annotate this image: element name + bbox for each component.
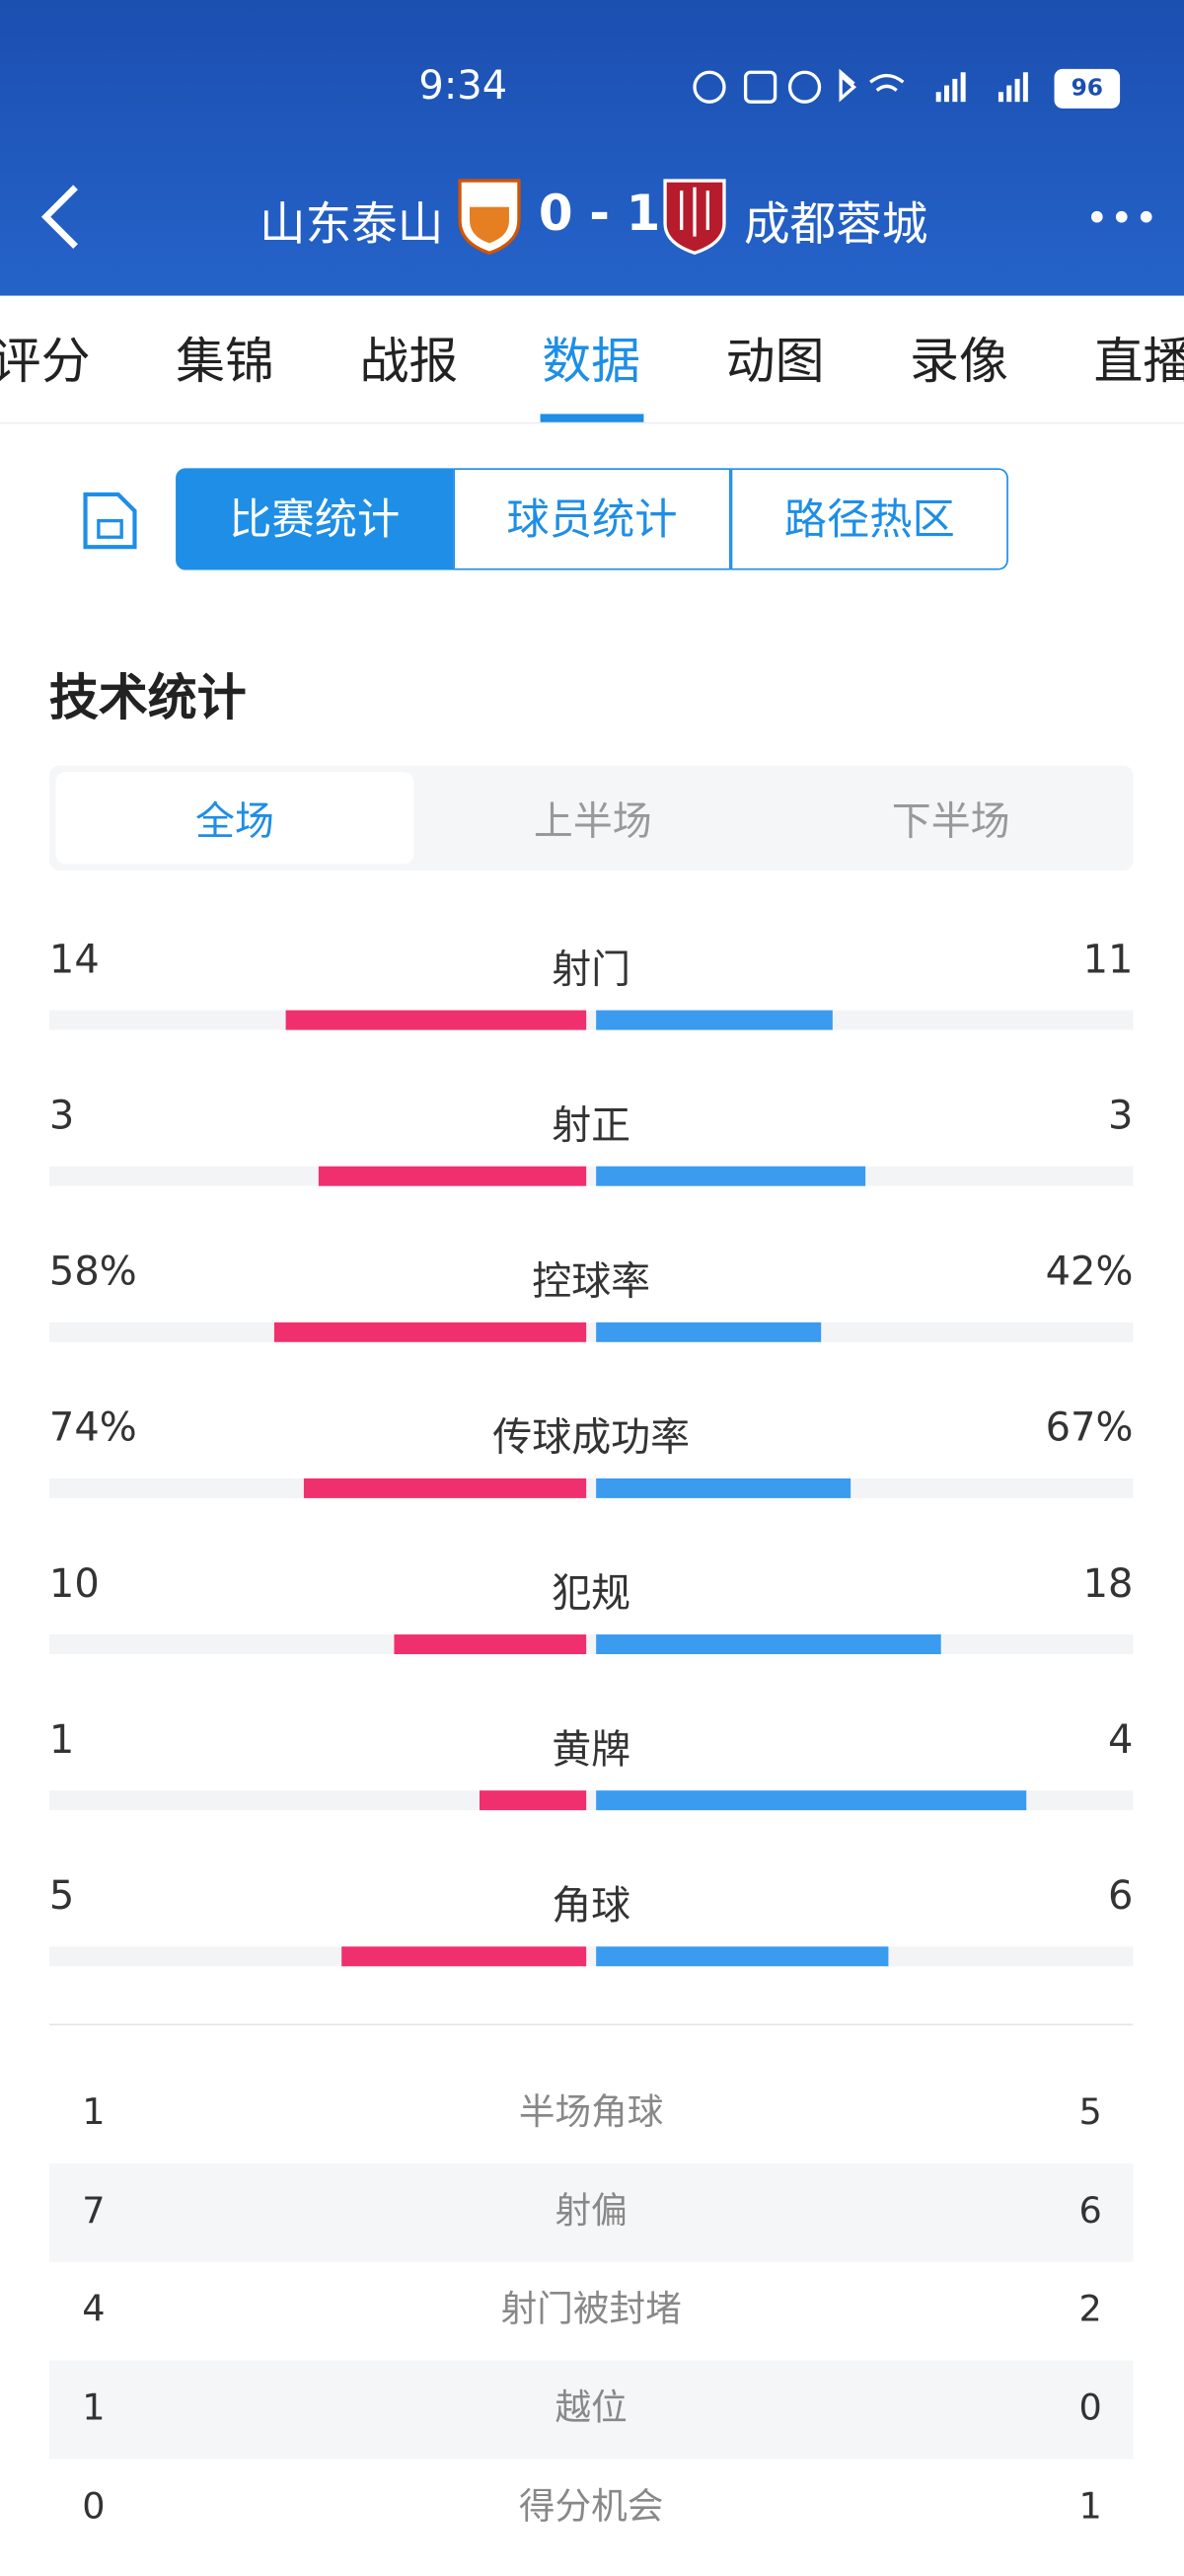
stat-home: 14: [48, 936, 100, 983]
table-row: [48, 2360, 1134, 2460]
segment[interactable]: 球员统计: [453, 468, 731, 570]
stat-home: 5: [48, 1872, 75, 1919]
half-tab[interactable]: 全场: [195, 797, 274, 845]
tab[interactable]: 评分: [0, 333, 91, 392]
segment[interactable]: 路径热区: [730, 468, 1008, 570]
bar-home: [304, 1477, 587, 1498]
row-label: 得分机会: [518, 2486, 664, 2529]
stat-home: 74%: [48, 1404, 137, 1451]
clock: 9:34: [418, 62, 508, 109]
stat-label: 犯规: [552, 1570, 631, 1617]
row-away: 5: [1078, 2092, 1102, 2135]
bar-track: [48, 1166, 1134, 1186]
header: [0, 0, 1184, 296]
stat-away: 18: [1082, 1560, 1134, 1607]
divider: [48, 2023, 1134, 2026]
tab[interactable]: 动图: [725, 333, 825, 392]
away-logo: [663, 179, 726, 256]
stat-home: 58%: [48, 1248, 137, 1295]
row-home: 1: [82, 2092, 106, 2135]
table-row: [48, 2459, 1134, 2558]
section-title: 技术统计: [48, 670, 247, 728]
half-tab[interactable]: 下半场: [891, 797, 1010, 845]
stat-label: 黄牌: [552, 1726, 631, 1773]
home-logo: [458, 179, 521, 256]
bar-home: [479, 1790, 587, 1811]
away-score: 1: [626, 186, 661, 244]
tab-divider: [0, 421, 1184, 424]
bar-home: [274, 1322, 587, 1342]
status-icons: [693, 68, 1028, 104]
bar-away: [596, 1790, 1026, 1811]
stat-home: 10: [48, 1560, 100, 1607]
tab-indicator: [540, 414, 644, 422]
bar-away: [596, 1634, 942, 1655]
home-team[interactable]: 山东泰山: [259, 196, 444, 252]
row-label: 射偏: [555, 2191, 628, 2233]
bar-home: [318, 1166, 587, 1186]
stat-label: 控球率: [532, 1257, 651, 1305]
bar-home: [394, 1634, 587, 1655]
half-tab[interactable]: 上半场: [533, 797, 652, 845]
bar-track: [48, 1634, 1134, 1655]
home-score: 0: [538, 186, 573, 244]
stat-away: 11: [1082, 936, 1134, 983]
bar-track: [48, 1477, 1134, 1498]
back-button[interactable]: [33, 181, 99, 253]
bar-away: [596, 1946, 890, 1967]
row-away: 2: [1078, 2290, 1102, 2331]
table-row: [48, 2162, 1134, 2262]
row-label: 射门被封堵: [500, 2290, 682, 2331]
export-icon[interactable]: [79, 488, 145, 554]
battery: 96: [1054, 68, 1121, 109]
row-home: 4: [82, 2290, 106, 2331]
tab[interactable]: 集锦: [176, 333, 274, 392]
bar-away: [596, 1010, 833, 1030]
row-away: 6: [1078, 2191, 1102, 2233]
row-home: 1: [82, 2387, 106, 2430]
stat-label: 射正: [552, 1101, 631, 1149]
stat-label: 射门: [552, 946, 631, 993]
stat-label: 传球成功率: [492, 1414, 691, 1461]
row-away: 1: [1078, 2486, 1102, 2529]
stat-home: 1: [48, 1716, 75, 1763]
tab[interactable]: 战报: [359, 333, 459, 392]
bar-track: [48, 1010, 1134, 1030]
segment[interactable]: 比赛统计: [176, 468, 454, 570]
stat-away: 42%: [1045, 1248, 1134, 1295]
bar-away: [596, 1477, 851, 1498]
tab[interactable]: 直播: [1093, 333, 1184, 392]
row-label: 半场角球: [518, 2092, 664, 2135]
bar-away: [596, 1166, 865, 1186]
stat-label: 角球: [552, 1882, 631, 1929]
bar-home: [285, 1010, 587, 1030]
score-separator: -: [589, 186, 611, 244]
stat-away: 6: [1107, 1872, 1134, 1919]
bar-home: [341, 1946, 587, 1967]
more-button[interactable]: [1087, 203, 1159, 230]
row-home: 0: [82, 2486, 106, 2529]
bar-away: [596, 1322, 822, 1342]
row-home: 7: [82, 2191, 106, 2233]
stat-away: 3: [1107, 1092, 1134, 1139]
bar-track: [48, 1322, 1134, 1342]
stat-away: 4: [1107, 1716, 1134, 1763]
tab[interactable]: 数据: [542, 333, 641, 392]
tab[interactable]: 录像: [910, 333, 1008, 392]
row-label: 越位: [555, 2387, 628, 2430]
table-row: [48, 2261, 1134, 2361]
stat-home: 3: [48, 1092, 75, 1139]
stat-away: 67%: [1045, 1404, 1134, 1451]
table-row: [48, 2065, 1134, 2163]
half-active: [55, 772, 414, 865]
row-away: 0: [1078, 2387, 1102, 2430]
score: 0-1: [539, 186, 661, 243]
away-team[interactable]: 成都蓉城: [743, 196, 928, 252]
bar-track: [48, 1946, 1134, 1967]
